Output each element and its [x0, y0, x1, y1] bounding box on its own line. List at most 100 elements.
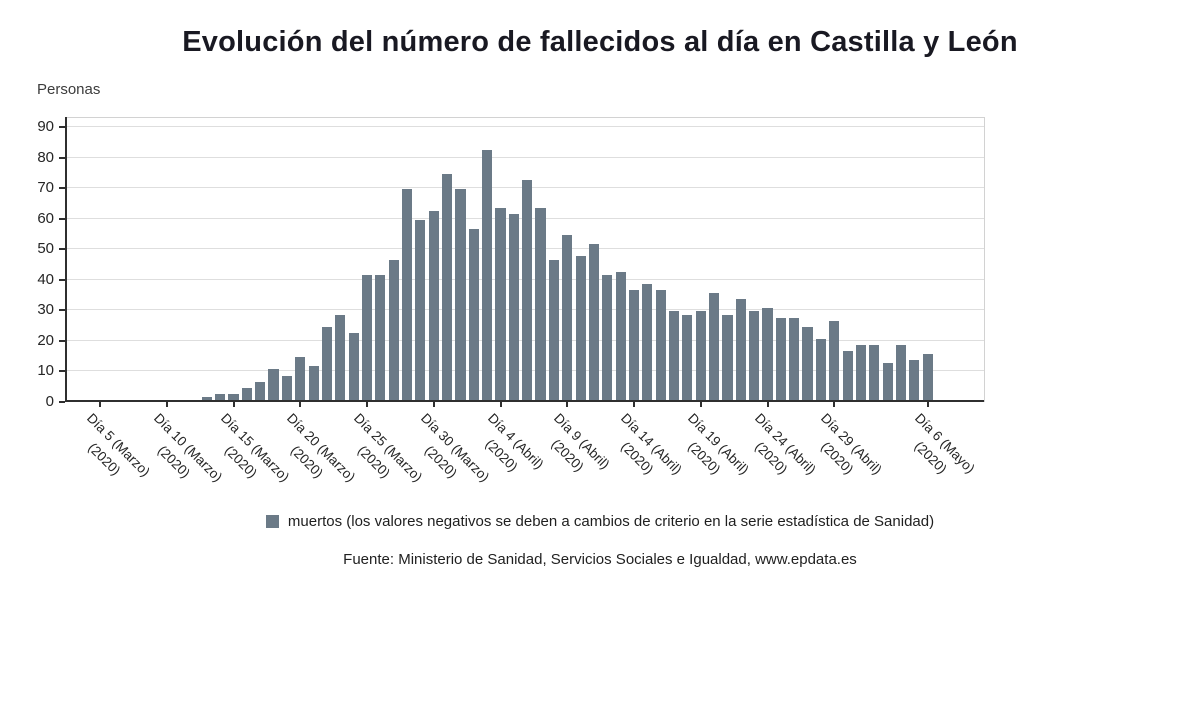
- bar: [295, 357, 306, 400]
- y-axis-tick: [59, 309, 65, 312]
- bar: [215, 393, 226, 400]
- bar: [562, 235, 573, 400]
- chart-title: Evolución del número de fallecidos al dí…: [182, 26, 1018, 58]
- x-tick-label: Día 24 (Abril) (2020): [751, 410, 819, 478]
- bar: [588, 244, 600, 400]
- x-axis-tick: [499, 402, 502, 407]
- x-axis-tick: [833, 402, 836, 407]
- bar: [642, 283, 653, 400]
- x-axis-tick: [299, 402, 302, 407]
- legend-label: muertos (los valores negativos se deben …: [287, 513, 935, 530]
- legend-swatch: [265, 515, 279, 528]
- x-tick-label: Día 25 (Marzo) (2020): [350, 410, 426, 485]
- x-tick-label: Día 19 (Abril) (2020): [684, 410, 752, 478]
- bar: [535, 207, 546, 400]
- bar: [602, 274, 613, 400]
- y-axis-tick: [59, 126, 65, 129]
- bar: [415, 219, 426, 400]
- bar: [668, 311, 680, 400]
- y-tick-label: 50: [37, 240, 54, 258]
- x-axis-tick: [99, 402, 101, 407]
- x-tick-label: Día 9 (Abril) (2020): [549, 410, 613, 475]
- x-axis-tick: [766, 402, 769, 407]
- x-tick-label: Día 29 (Abril) (2020): [818, 410, 886, 478]
- bar: [789, 317, 800, 400]
- bar: [735, 299, 746, 400]
- bar: [842, 351, 853, 400]
- x-axis-tick: [566, 402, 569, 407]
- bar: [321, 326, 333, 400]
- plot-area: 0 10 20 30 40 50 60 70 80 90 Día 5 (Marzo) (2020) Dí…: [37, 117, 985, 485]
- bar: [281, 375, 292, 400]
- x-axis-tick: [699, 402, 702, 407]
- bar: [709, 293, 720, 400]
- x-tick-label: Día 5 (Marzo) (2020): [83, 410, 153, 480]
- x-axis-tick: [232, 402, 235, 407]
- bar: [388, 259, 399, 400]
- bar: [895, 345, 907, 400]
- y-tick-label: 0: [45, 393, 54, 410]
- x-axis-tick: [366, 402, 368, 407]
- y-tick-label: 40: [37, 270, 54, 288]
- source-text: Fuente: Ministerio de Sanidad, Servicios…: [343, 551, 857, 568]
- legend: muertos (los valores negativos se deben …: [0, 513, 1200, 530]
- y-axis-tick: [59, 248, 65, 251]
- bar: [428, 210, 439, 400]
- bar: [882, 363, 893, 400]
- bar: [815, 338, 826, 400]
- bar: [255, 381, 266, 400]
- x-axis-tick: [432, 402, 435, 407]
- bar: [802, 326, 813, 400]
- x-tick-label: Día 10 (Marzo) (2020): [150, 410, 225, 485]
- bar: [522, 180, 533, 400]
- gridline: [67, 126, 984, 128]
- bar: [855, 345, 867, 400]
- bar: [628, 290, 640, 400]
- y-axis-tick: [59, 187, 65, 190]
- bar: [922, 354, 933, 400]
- y-axis-tick: [59, 156, 65, 159]
- y-axis-tick: [59, 217, 65, 220]
- y-tick-label: 90: [37, 118, 54, 136]
- bar: [508, 213, 519, 400]
- bar: [241, 387, 252, 400]
- y-axis-line: [65, 117, 67, 402]
- bar: [722, 314, 733, 400]
- bar: [442, 174, 453, 400]
- y-tick-label: 60: [37, 209, 54, 227]
- x-tick-label: Día 14 (Abril) (2020): [617, 410, 685, 478]
- y-axis-tick: [59, 370, 65, 373]
- y-axis-tick: [59, 339, 65, 342]
- bar: [375, 274, 386, 400]
- bar: [615, 271, 626, 400]
- x-tick-label: Día 20 (Marzo) (2020): [284, 410, 359, 485]
- bar: [869, 345, 880, 400]
- y-tick-label: 20: [37, 331, 54, 349]
- y-axis-tick: [59, 401, 65, 403]
- bar: [268, 369, 279, 400]
- bar: [468, 229, 479, 400]
- x-axis-line: [65, 400, 984, 402]
- y-tick-label: 70: [37, 179, 54, 197]
- bar: [575, 256, 586, 400]
- bar: [762, 308, 773, 400]
- x-tick-label: Día 6 (Mayo) (2020): [911, 410, 978, 477]
- bar: [455, 189, 466, 400]
- bar: [361, 274, 373, 400]
- bar: [829, 320, 840, 400]
- x-axis-tick: [633, 402, 635, 407]
- y-tick-label: 10: [37, 362, 54, 380]
- bar: [548, 259, 559, 400]
- bar: [655, 290, 666, 400]
- bar: [401, 189, 413, 400]
- bar: [348, 332, 359, 400]
- bar: [495, 207, 506, 400]
- bar: [308, 366, 319, 400]
- bar: [228, 393, 239, 400]
- bar: [909, 360, 920, 400]
- y-tick-label: 30: [37, 301, 54, 319]
- y-tick-label: 80: [37, 148, 54, 166]
- bar: [695, 311, 706, 400]
- gridline: [67, 156, 984, 158]
